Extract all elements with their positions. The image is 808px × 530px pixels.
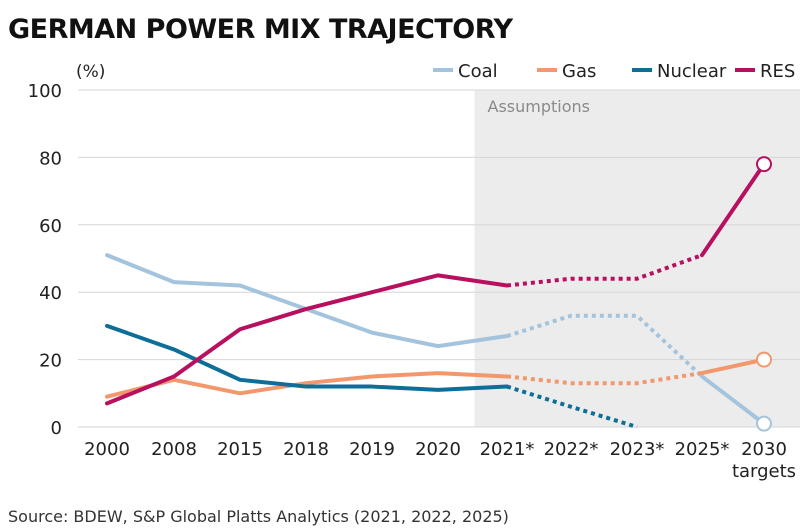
x-tick-2008: 2008	[151, 439, 197, 460]
series-lines	[105, 156, 772, 432]
x-tick-2030: 2030	[741, 439, 787, 460]
x-axis: 2000 2008 2015 2018 2019 2020 2021* 2022* 2023* 2…	[84, 439, 796, 482]
line-coal-target-segment	[700, 374, 766, 426]
legend: Coal Gas Nuclear RES	[433, 61, 795, 82]
y-tick-20: 20	[39, 351, 62, 372]
assumptions-shade	[474, 90, 800, 427]
line-res-assumed	[506, 253, 703, 288]
x-tick-2018: 2018	[283, 439, 329, 460]
line-coal-assumed	[506, 313, 704, 378]
series-nuclear	[105, 323, 638, 429]
x-tick-2020: 2020	[415, 439, 461, 460]
x-tick-2019: 2019	[349, 439, 395, 460]
source-note: Source: BDEW, S&P Global Platts Analytic…	[8, 507, 509, 526]
x-tick-2021star: 2021*	[480, 439, 535, 460]
legend-label-nuclear: Nuclear	[657, 61, 727, 82]
legend-label-coal: Coal	[458, 61, 498, 82]
line-nuclear-historic	[105, 323, 509, 392]
line-res-historic	[105, 273, 509, 406]
line-gas-historic	[105, 371, 509, 399]
y-tick-40: 40	[39, 283, 62, 304]
x-tick-sublabel: targets	[732, 461, 796, 482]
line-res-target-segment	[700, 162, 766, 258]
target-marker-res	[756, 156, 772, 173]
legend-label-gas: Gas	[562, 61, 596, 82]
line-nuclear-assumed	[506, 384, 638, 429]
y-tick-80: 80	[39, 148, 62, 169]
target-marker-coal	[756, 415, 772, 432]
assumptions-label: Assumptions	[488, 97, 590, 116]
x-tick-2025star: 2025*	[675, 439, 730, 460]
y-axis: 0 20 40 60 80 100	[28, 81, 62, 439]
x-tick-2015: 2015	[217, 439, 263, 460]
y-tick-60: 60	[39, 216, 62, 237]
line-coal-historic	[105, 253, 509, 349]
target-marker-gas	[756, 351, 772, 368]
line-gas-assumed	[506, 371, 703, 386]
legend-label-res: RES	[760, 61, 795, 82]
x-tick-2000: 2000	[84, 439, 130, 460]
y-tick-100: 100	[28, 81, 62, 102]
y-tick-0: 0	[51, 418, 62, 439]
x-tick-2023star: 2023*	[610, 439, 665, 460]
series-res	[105, 156, 772, 406]
assumptions-region: Assumptions	[474, 90, 800, 427]
x-tick-2022star: 2022*	[544, 439, 599, 460]
series-gas	[105, 351, 772, 399]
unit-label: (%)	[76, 62, 105, 82]
grid	[78, 89, 800, 428]
chart-title: GERMAN POWER MIX TRAJECTORY	[8, 14, 514, 45]
line-gas-target-segment	[700, 357, 766, 376]
